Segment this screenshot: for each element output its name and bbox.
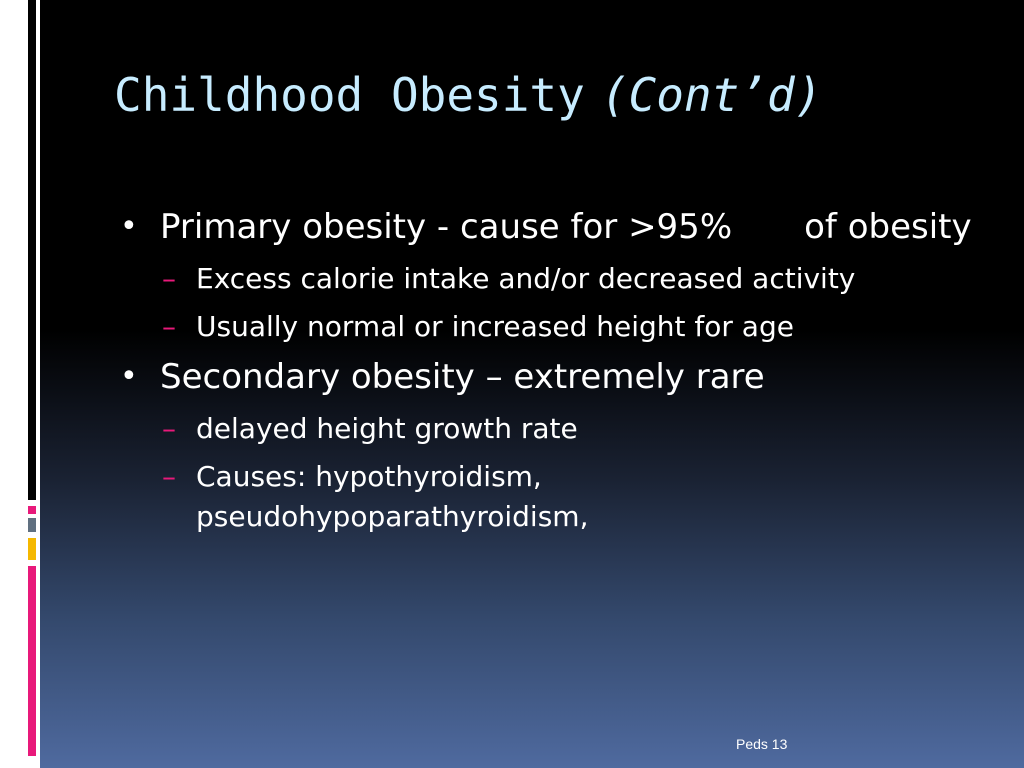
sub-bullet-item: – Causes: hypothyroidism, pseudohypopara…	[120, 457, 656, 537]
slide: Childhood Obesity (Cont’d) • Primary obes…	[40, 0, 1024, 768]
sub-bullet-dash: –	[162, 412, 176, 445]
sidebar-stripe-slate	[28, 518, 36, 532]
bullet-dot: •	[120, 209, 138, 244]
bullet-text: Secondary obesity – extremely rare	[160, 357, 765, 397]
bullet-list: • Primary obesity - cause for >95% of obe…	[120, 205, 1000, 545]
sub-bullet-text: Causes: hypothyroidism, pseudohypoparath…	[196, 460, 589, 533]
sidebar-stripe-white	[28, 532, 36, 538]
sub-bullet-dash: –	[162, 310, 176, 343]
title-main: Childhood Obesity	[114, 68, 585, 122]
sub-bullet-dash: –	[162, 262, 176, 295]
bullet-text: Primary obesity - cause for >95%	[160, 207, 733, 247]
bullet-dot: •	[120, 359, 138, 394]
slide-title: Childhood Obesity (Cont’d)	[114, 68, 822, 122]
sub-bullet-item: – delayed height growth rate	[120, 409, 1000, 449]
sub-bullet-text: Usually normal or increased height for a…	[196, 310, 794, 343]
slide-sidebar	[0, 0, 40, 768]
sidebar-stripe	[28, 0, 36, 500]
sub-bullet-item: – Usually normal or increased height for…	[120, 307, 1000, 347]
sidebar-stripe-gold	[28, 538, 36, 560]
sub-bullet-dash: –	[162, 460, 176, 493]
bullet-item: • Primary obesity - cause for >95% of obe…	[120, 205, 1000, 249]
sub-bullet-text: delayed height growth rate	[196, 412, 578, 445]
sidebar-stripe-pink-long	[28, 566, 36, 756]
bullet-item: • Secondary obesity – extremely rare	[120, 355, 1000, 399]
bullet-text-continued: of obesity	[804, 207, 972, 247]
sub-bullet-text: Excess calorie intake and/or decreased a…	[196, 262, 856, 295]
sub-bullet-item: – Excess calorie intake and/or decreased…	[120, 259, 1000, 299]
slide-footer: Peds 13	[736, 736, 788, 752]
title-suffix: (Cont’d)	[600, 68, 823, 122]
sidebar-stripe-pink	[28, 506, 36, 514]
